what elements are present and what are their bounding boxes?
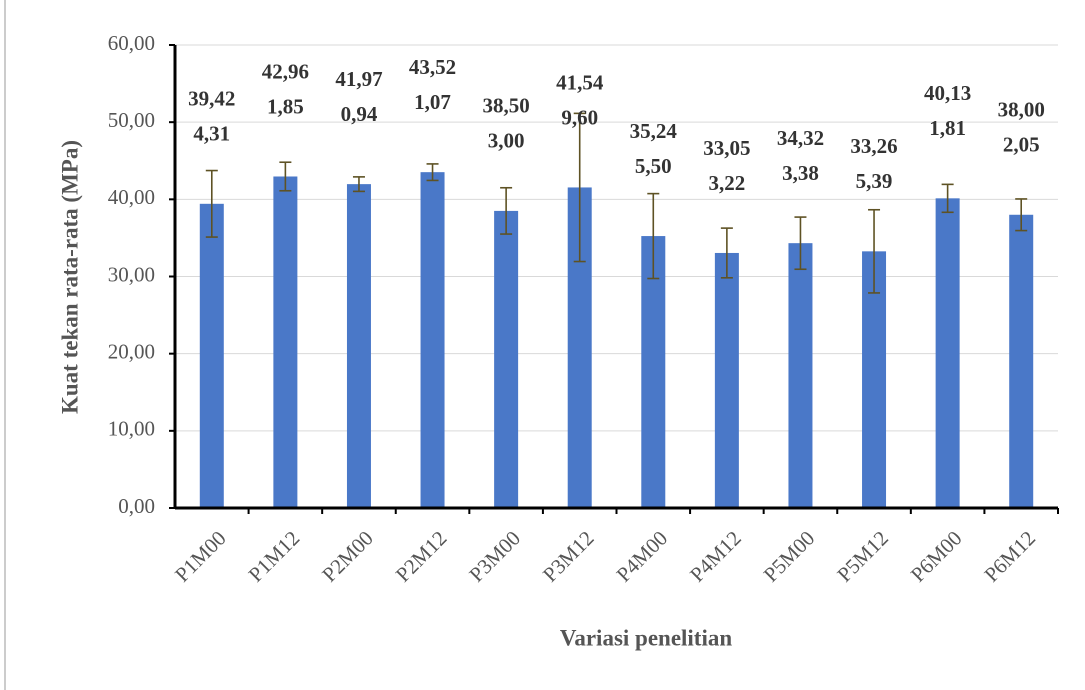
- x-tick-label: P5M12: [832, 526, 893, 587]
- y-tick-label: 20,00: [108, 339, 155, 363]
- bar: [1009, 214, 1034, 508]
- y-tick-label: 0,00: [118, 494, 155, 518]
- error-label: 3,22: [709, 171, 746, 195]
- error-label: 5,50: [635, 154, 672, 178]
- x-tick-label: P6M12: [979, 526, 1040, 587]
- bar: [862, 251, 887, 508]
- x-tick-label: P2M12: [391, 526, 452, 587]
- value-label: 33,05: [703, 136, 750, 160]
- x-tick-label: P3M00: [464, 526, 525, 587]
- y-axis-title: Kuat tekan rata-rata (MPa): [57, 140, 82, 414]
- y-tick-label: 30,00: [108, 262, 155, 286]
- bar: [346, 184, 371, 508]
- value-label: 41,97: [335, 67, 382, 91]
- y-tick-label: 50,00: [108, 108, 155, 132]
- error-label: 4,31: [193, 122, 230, 146]
- x-tick-label: P1M12: [244, 526, 305, 587]
- bar: [935, 198, 960, 508]
- bar: [199, 203, 224, 508]
- error-label: 2,05: [1003, 133, 1040, 157]
- bar: [714, 252, 739, 508]
- value-label: 43,52: [409, 55, 456, 79]
- error-label: 5,39: [856, 169, 893, 193]
- error-label: 3,38: [782, 161, 819, 185]
- error-label: 0,94: [341, 102, 378, 126]
- value-label: 38,50: [483, 94, 530, 118]
- x-tick-label: P3M12: [538, 526, 599, 587]
- x-axis-title: Variasi penelitian: [560, 625, 733, 650]
- error-label: 9,60: [561, 105, 598, 129]
- value-label: 42,96: [262, 59, 309, 83]
- bar: [273, 176, 298, 508]
- bar: [788, 243, 813, 508]
- value-label: 33,26: [850, 134, 897, 158]
- value-label: 41,54: [556, 70, 604, 94]
- x-tick-label: P5M00: [759, 526, 820, 587]
- x-tick-label: P2M00: [317, 526, 378, 587]
- y-tick-label: 60,00: [108, 31, 155, 55]
- y-tick-label: 40,00: [108, 185, 155, 209]
- x-tick-label: P4M12: [685, 526, 746, 587]
- error-label: 1,85: [267, 94, 304, 118]
- x-tick-label: P1M00: [170, 526, 231, 587]
- error-label: 1,07: [414, 90, 451, 114]
- value-label: 34,32: [777, 126, 824, 150]
- y-tick-label: 10,00: [108, 417, 155, 441]
- x-tick-label: P4M00: [612, 526, 673, 587]
- x-tick-label: P6M00: [906, 526, 967, 587]
- value-label: 38,00: [998, 98, 1045, 122]
- value-label: 35,24: [630, 119, 678, 143]
- error-label: 1,81: [929, 116, 966, 140]
- bar: [641, 236, 666, 508]
- bar: [420, 172, 445, 509]
- bar: [494, 210, 519, 509]
- value-label: 39,42: [188, 87, 235, 111]
- value-label: 40,13: [924, 81, 971, 105]
- error-label: 3,00: [488, 129, 525, 153]
